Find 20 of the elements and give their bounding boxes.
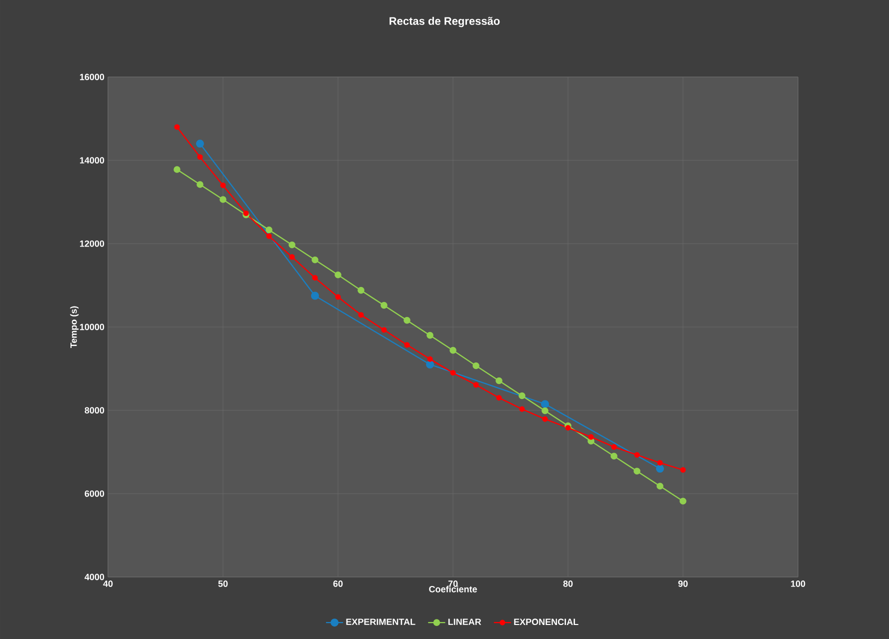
y-tick-label: 4000: [84, 574, 104, 580]
x-tick-label: 80: [563, 580, 573, 587]
x-tick-label: 70: [448, 580, 458, 587]
y-tick-label: 8000: [84, 407, 104, 414]
y-tick-label: 12000: [80, 240, 104, 247]
y-tick-label: 14000: [80, 157, 104, 164]
legend-label: LINEAR: [448, 618, 482, 625]
x-tick-label: 40: [103, 580, 113, 587]
legend-label: EXPONENCIAL: [514, 618, 578, 626]
y-tick-label: 16000: [80, 74, 104, 80]
x-tick-label: 50: [218, 580, 228, 587]
x-tick-label: 90: [678, 580, 688, 587]
y-tick-label: 6000: [84, 490, 104, 497]
x-tick-label: 60: [333, 580, 343, 587]
x-axis-title: Coeficiente: [429, 586, 477, 592]
legend-label: EXPERIMENTAL: [346, 618, 416, 625]
x-tick-label: 100: [791, 580, 806, 587]
y-tick-label: 10000: [80, 324, 104, 330]
y-axis-title: Tempo (s): [70, 306, 79, 348]
chart-title: Rectas de Regressão: [390, 16, 500, 28]
